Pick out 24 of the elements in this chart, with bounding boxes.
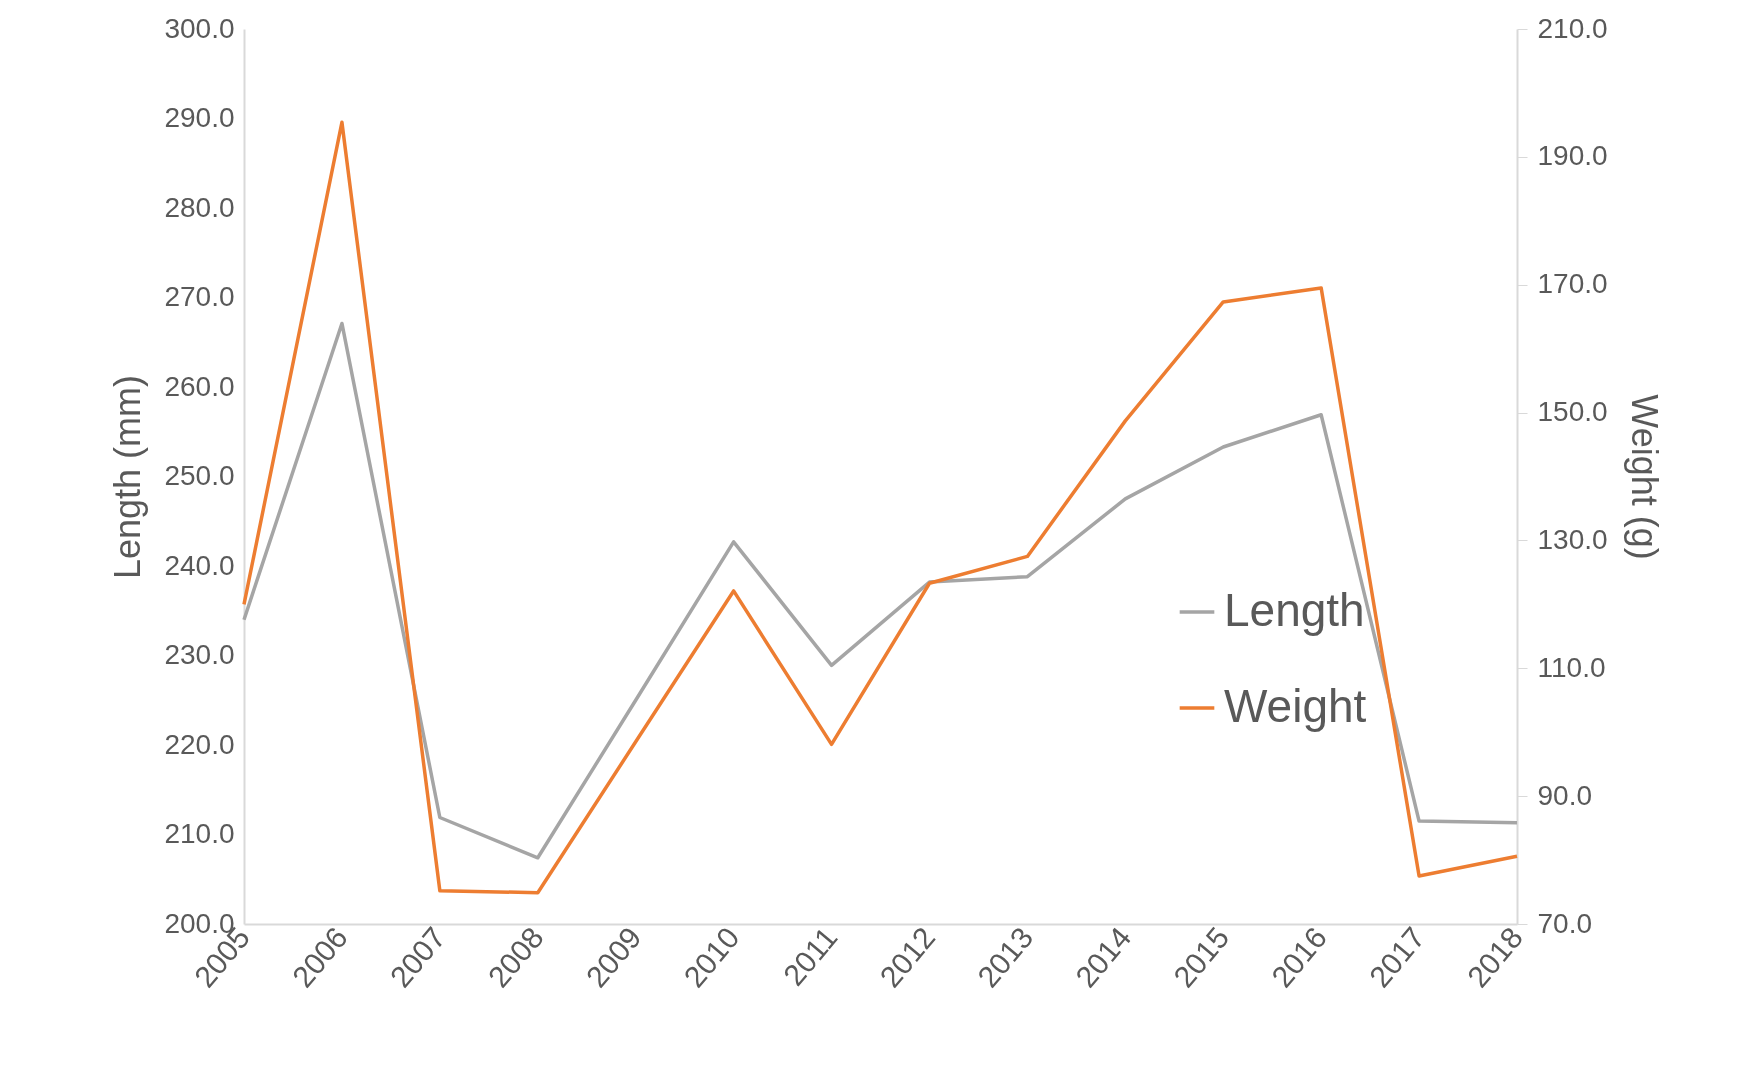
y2-tick-label: 210.0 (1537, 12, 1608, 44)
y-tick-label: 240.0 (164, 549, 235, 581)
y-tick-label: 210.0 (164, 818, 235, 849)
y2-tick-label: 190.0 (1537, 140, 1608, 172)
y-tick-label: 300.0 (164, 12, 235, 44)
y-axis-title: Length (mm) (107, 374, 149, 580)
y2-tick-label: 150.0 (1537, 396, 1608, 428)
y2-tick-label: 170.0 (1537, 268, 1608, 300)
y-tick-label: 220.0 (164, 728, 235, 760)
y-tick-label: 250.0 (164, 460, 235, 491)
legend-label: Length (1224, 584, 1365, 636)
y2-axis-title: Weight (g) (1623, 394, 1665, 560)
y2-tick-label: 90.0 (1537, 779, 1592, 811)
line-series (242, 120, 1519, 895)
y-tick-label: 280.0 (164, 191, 235, 223)
y2-tick-label: 110.0 (1537, 651, 1606, 683)
legend-label: Weight (1224, 680, 1367, 732)
y-tick-label: 290.0 (164, 102, 235, 133)
y-tick-label: 270.0 (164, 281, 235, 312)
y2-tick-label: 70.0 (1537, 907, 1592, 939)
line-series (242, 321, 1519, 860)
y-tick-label: 260.0 (164, 370, 235, 402)
y-tick-label: 230.0 (164, 639, 235, 670)
y2-tick-label: 130.0 (1537, 523, 1608, 555)
